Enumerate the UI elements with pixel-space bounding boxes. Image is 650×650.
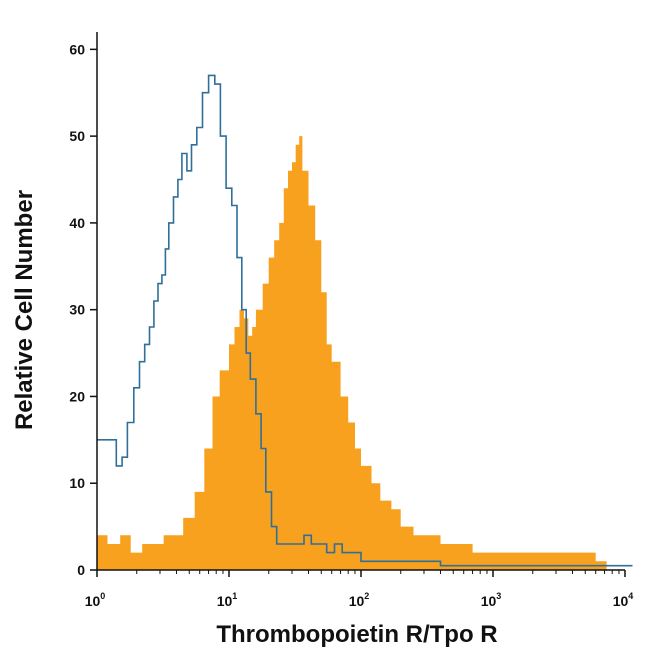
y-axis-title: Relative Cell Number	[11, 190, 38, 430]
ticks: 0 10 20 30 40 50 60 100 101 102 103 104	[69, 41, 633, 609]
series-1-outline-histogram	[97, 74, 633, 567]
x-tick-label: 104	[613, 591, 634, 609]
series-0-filled-histogram	[97, 136, 607, 570]
y-tick-label: 40	[69, 215, 85, 231]
x-tick-label: 102	[349, 591, 370, 609]
plot-area	[97, 74, 633, 570]
x-axis-title: Thrombopoietin R/Tpo R	[216, 621, 497, 648]
x-tick-label: 101	[217, 591, 238, 609]
x-tick-label: 100	[85, 591, 106, 609]
y-tick-label: 10	[69, 475, 85, 491]
y-tick-label: 60	[69, 41, 85, 57]
y-tick-label: 30	[69, 302, 85, 318]
y-tick-label: 20	[69, 388, 85, 404]
y-tick-label: 50	[69, 128, 85, 144]
x-tick-label: 103	[481, 591, 502, 609]
y-tick-label: 0	[77, 562, 85, 578]
